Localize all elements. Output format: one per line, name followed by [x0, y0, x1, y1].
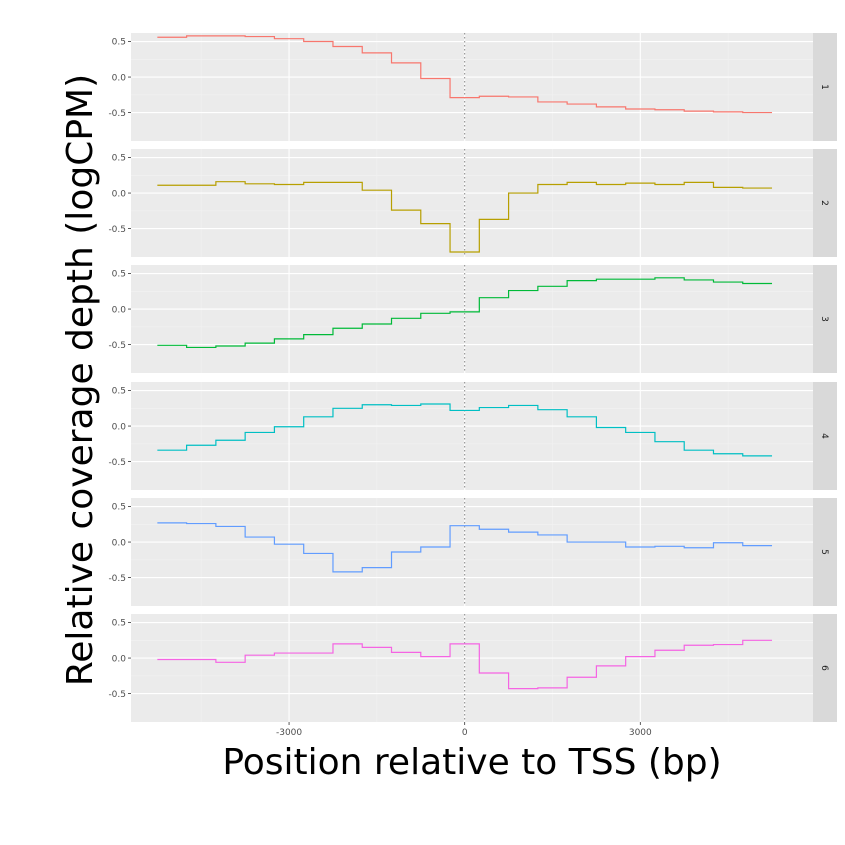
y-axis-title: Relative coverage depth (logCPM) — [60, 74, 101, 686]
x-axis: -3000 0 3000 — [276, 722, 652, 738]
y-tick-label: 0.5 — [112, 270, 126, 280]
facet-strip-label: 3 — [819, 316, 829, 322]
x-axis-title: Position relative to TSS (bp) — [222, 742, 721, 783]
y-tick-label: 0.5 — [112, 387, 126, 397]
facet-strip — [813, 265, 837, 373]
series-line-2 — [157, 181, 773, 253]
facet-panel-6: 0.5 0.0 -0.5 6 — [108, 614, 837, 722]
y-tick-label: 0.5 — [112, 154, 126, 164]
facet-strip — [813, 33, 837, 141]
y-tick-label: 0.0 — [112, 654, 127, 664]
x-tick-label: 0 — [462, 728, 468, 738]
y-tick-label: 0.0 — [112, 305, 127, 315]
y-tick-label: 0.0 — [112, 538, 127, 548]
y-tick-label: 0.5 — [112, 38, 126, 48]
y-tick-label: -0.5 — [108, 690, 126, 700]
facet-panel-3: 0.5 0.0 -0.5 3 — [108, 265, 837, 373]
facet-panel-4: 0.5 0.0 -0.5 4 — [108, 382, 837, 490]
facet-panel-1: 0.5 0.0 -0.5 1 — [108, 33, 837, 141]
facet-strip-label: 6 — [819, 665, 829, 671]
panel-background — [131, 265, 813, 373]
y-tick-label: -0.5 — [108, 109, 126, 119]
y-tick-label: 0.5 — [112, 503, 126, 513]
facet-strip — [813, 614, 837, 722]
y-tick-label: -0.5 — [108, 574, 126, 584]
facet-strip — [813, 149, 837, 257]
facet-strip-label: 2 — [819, 200, 829, 206]
y-tick-label: 0.0 — [112, 73, 127, 83]
series-line-3 — [157, 277, 773, 349]
y-tick-label: 0.5 — [112, 619, 126, 629]
facet-strip — [813, 382, 837, 490]
y-tick-label: 0.0 — [112, 422, 127, 432]
facet-strip-label: 4 — [819, 433, 829, 439]
y-tick-label: -0.5 — [108, 341, 126, 351]
panel-background — [131, 382, 813, 490]
series-line-6 — [157, 639, 773, 690]
y-tick-label: 0.0 — [112, 189, 127, 199]
facet-strip-label: 5 — [819, 549, 829, 555]
x-tick-label: -3000 — [276, 728, 302, 738]
x-tick-label: 3000 — [629, 728, 652, 738]
facet-strip — [813, 498, 837, 606]
facet-strip-label: 1 — [819, 84, 829, 90]
panel-background — [131, 149, 813, 257]
series-line-4 — [157, 403, 773, 457]
panel-background — [131, 614, 813, 722]
facet-panel-2: 0.5 0.0 -0.5 2 — [108, 149, 837, 257]
facet-panel-5: 0.5 0.0 -0.5 5 — [108, 498, 837, 606]
y-tick-label: -0.5 — [108, 225, 126, 235]
y-tick-label: -0.5 — [108, 458, 126, 468]
panel-background — [131, 33, 813, 141]
panel-background — [131, 498, 813, 606]
series-line-1 — [157, 35, 773, 114]
series-line-5 — [157, 522, 773, 573]
facet-panels: 0.5 0.0 -0.5 1 0.5 0.0 -0.5 2 0.5 0.0 -0.5 3 0.5 0.0 -… — [108, 33, 837, 722]
